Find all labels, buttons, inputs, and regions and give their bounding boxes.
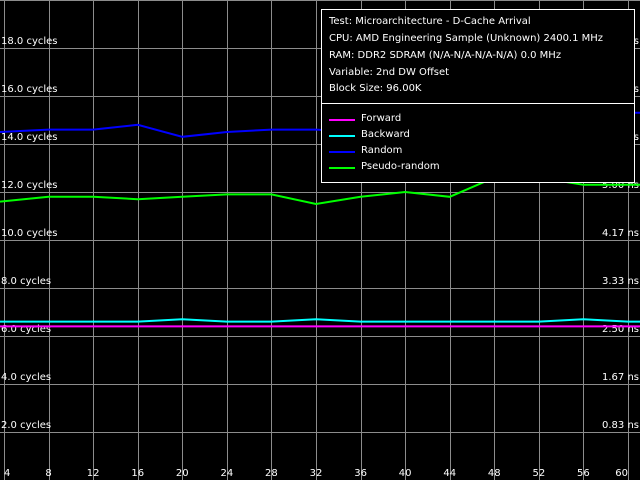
legend-label-backward: Backward (361, 129, 410, 140)
x-tick-label: 8 (45, 468, 51, 479)
y-tick-label: 14.0 cycles (1, 132, 58, 143)
y-tick-label: 4.0 cycles (1, 372, 51, 383)
y-tick-label: 6.0 cycles (1, 324, 51, 335)
x-tick-label: 12 (87, 468, 100, 479)
x-tick-label: 32 (310, 468, 323, 479)
info-block-size: Block Size: 96.00K (329, 83, 422, 94)
info-cpu: CPU: AMD Engineering Sample (Unknown) 24… (329, 33, 604, 44)
legend-swatch-backward (329, 135, 355, 137)
y-tick-label: 10.0 cycles (1, 228, 58, 239)
x-tick-label: 44 (443, 468, 456, 479)
x-tick-label: 60 (615, 468, 628, 479)
y-tick-label: 18.0 cycles (1, 36, 58, 47)
y-tick-label: 12.0 cycles (1, 180, 58, 191)
x-tick-label: 48 (488, 468, 501, 479)
legend-divider (322, 103, 634, 104)
x-tick-label: 4 (4, 468, 10, 479)
y2-tick-label: 0.83 ns (602, 420, 639, 431)
y2-tick-label: 4.17 ns (602, 228, 639, 239)
legend-label-forward: Forward (361, 113, 402, 124)
x-tick-label: 20 (176, 468, 189, 479)
legend-label-random: Random (361, 145, 403, 156)
x-tick-label: 28 (265, 468, 278, 479)
y-tick-label: 2.0 cycles (1, 420, 51, 431)
y-tick-label: 8.0 cycles (1, 276, 51, 287)
info-ram: RAM: DDR2 SDRAM (N/A-N/A-N/A-N/A) 0.0 MH… (329, 50, 562, 61)
x-tick-label: 56 (577, 468, 590, 479)
info-test: Test: Microarchitecture - D-Cache Arriva… (329, 16, 531, 27)
y-tick-label: 16.0 cycles (1, 84, 58, 95)
info-variable: Variable: 2nd DW Offset (329, 67, 450, 78)
x-tick-label: 36 (354, 468, 367, 479)
info-legend-box: Test: Microarchitecture - D-Cache Arriva… (321, 9, 635, 183)
x-tick-label: 24 (220, 468, 233, 479)
y2-tick-label: 1.67 ns (602, 372, 639, 383)
y2-tick-label: 3.33 ns (602, 276, 639, 287)
series-line-backward (0, 318, 640, 323)
legend-label-pseudo-random: Pseudo-random (361, 161, 440, 172)
legend-swatch-pseudo-random (329, 167, 355, 169)
y2-tick-label: 2.50 ns (602, 324, 639, 335)
legend-swatch-random (329, 151, 355, 153)
legend-swatch-forward (329, 119, 355, 121)
x-tick-label: 40 (399, 468, 412, 479)
x-tick-label: 52 (532, 468, 545, 479)
x-tick-label: 16 (131, 468, 144, 479)
